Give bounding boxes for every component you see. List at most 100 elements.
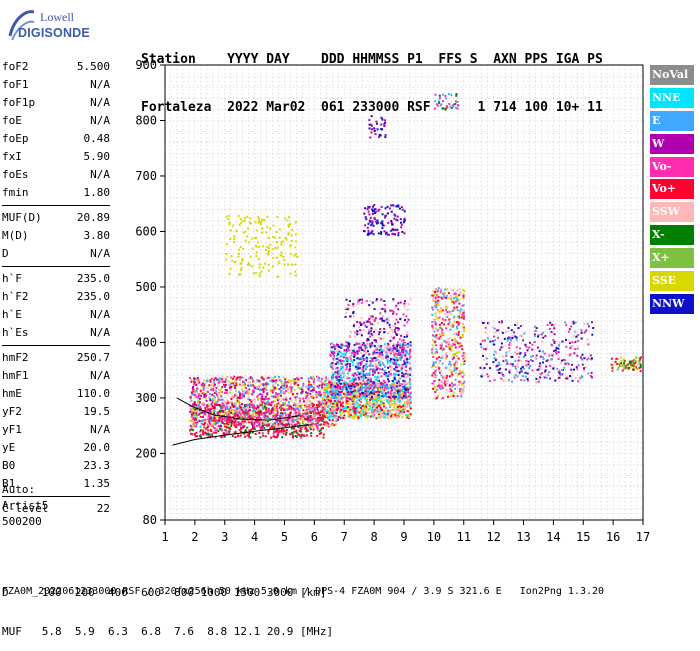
echo-point [444, 313, 446, 315]
echo-point [386, 345, 388, 347]
echo-point [207, 429, 209, 431]
echo-point [240, 406, 242, 408]
echo-point [435, 344, 437, 346]
echo-point [226, 432, 228, 434]
echo-point [591, 376, 593, 378]
echo-point [523, 333, 525, 335]
echo-point [389, 326, 391, 328]
echo-point [254, 428, 256, 430]
echo-point [459, 291, 461, 293]
echo-point [379, 372, 381, 374]
echo-point [193, 404, 195, 406]
echo-point [302, 383, 304, 385]
echo-point [440, 370, 442, 372]
echo-point [364, 393, 366, 395]
echo-point [434, 291, 436, 293]
echo-point [338, 370, 340, 372]
echo-point [458, 331, 460, 333]
echo-point [392, 394, 394, 396]
echo-point [379, 312, 381, 314]
echo-point [296, 406, 298, 408]
echo-point [483, 348, 485, 350]
echo-point [376, 298, 378, 300]
echo-point [365, 301, 367, 303]
echo-point [450, 363, 452, 365]
echo-point [485, 332, 487, 334]
echo-point [216, 429, 218, 431]
echo-point [336, 403, 338, 405]
echo-point [404, 319, 406, 321]
echo-point [337, 418, 339, 420]
echo-point [346, 299, 348, 301]
echo-point [433, 372, 435, 374]
echo-point [395, 333, 397, 335]
echo-point [393, 354, 395, 356]
echo-point [336, 350, 338, 352]
echo-point [317, 393, 319, 395]
echo-point [387, 391, 389, 393]
echo-point [522, 375, 524, 377]
echo-point [203, 389, 205, 391]
echo-point [303, 435, 305, 437]
echo-point [363, 378, 365, 380]
echo-point [193, 425, 195, 427]
echo-point [349, 383, 351, 385]
echo-point [291, 432, 293, 434]
echo-point [489, 341, 491, 343]
echo-point [434, 386, 436, 388]
echo-point [379, 328, 381, 330]
echo-point [363, 342, 365, 344]
echo-point [510, 340, 512, 342]
echo-point [286, 429, 288, 431]
echo-point [369, 374, 371, 376]
echo-point [346, 376, 348, 378]
echo-point [385, 357, 387, 359]
echo-point [390, 352, 392, 354]
echo-point [373, 401, 375, 403]
echo-point [442, 363, 444, 365]
echo-point [399, 408, 401, 410]
echo-point [372, 302, 374, 304]
echo-point [382, 308, 384, 310]
echo-point [320, 407, 322, 409]
echo-point [367, 389, 369, 391]
echo-point [393, 347, 395, 349]
echo-point [571, 372, 573, 374]
echo-point [384, 311, 386, 313]
echo-point [394, 359, 396, 361]
echo-point [457, 295, 459, 297]
echo-point [381, 368, 383, 370]
echo-point [434, 341, 436, 343]
echo-point [396, 313, 398, 315]
echo-point [456, 298, 458, 300]
echo-point [339, 393, 341, 395]
echo-point [317, 415, 319, 417]
echo-point [354, 331, 356, 333]
echo-point [316, 419, 318, 421]
echo-point [431, 366, 433, 368]
echo-point [286, 413, 288, 415]
echo-point [398, 333, 400, 335]
echo-point [388, 374, 390, 376]
echo-point [407, 403, 409, 405]
echo-point [368, 332, 370, 334]
echo-point [558, 351, 560, 353]
echo-point [345, 358, 347, 360]
echo-point [280, 400, 282, 402]
echo-point [249, 381, 251, 383]
echo-point [357, 353, 359, 355]
echo-point [449, 369, 451, 371]
echo-point [367, 350, 369, 352]
echo-point [241, 395, 243, 397]
echo-point [499, 349, 501, 351]
echo-point [225, 413, 227, 415]
echo-point [195, 435, 197, 437]
echo-point [392, 331, 394, 333]
echo-point [227, 402, 229, 404]
echo-point [395, 364, 397, 366]
echo-point [244, 404, 246, 406]
echo-point [339, 411, 341, 413]
echo-point [190, 397, 192, 399]
echo-point [354, 335, 356, 337]
echo-point [445, 367, 447, 369]
